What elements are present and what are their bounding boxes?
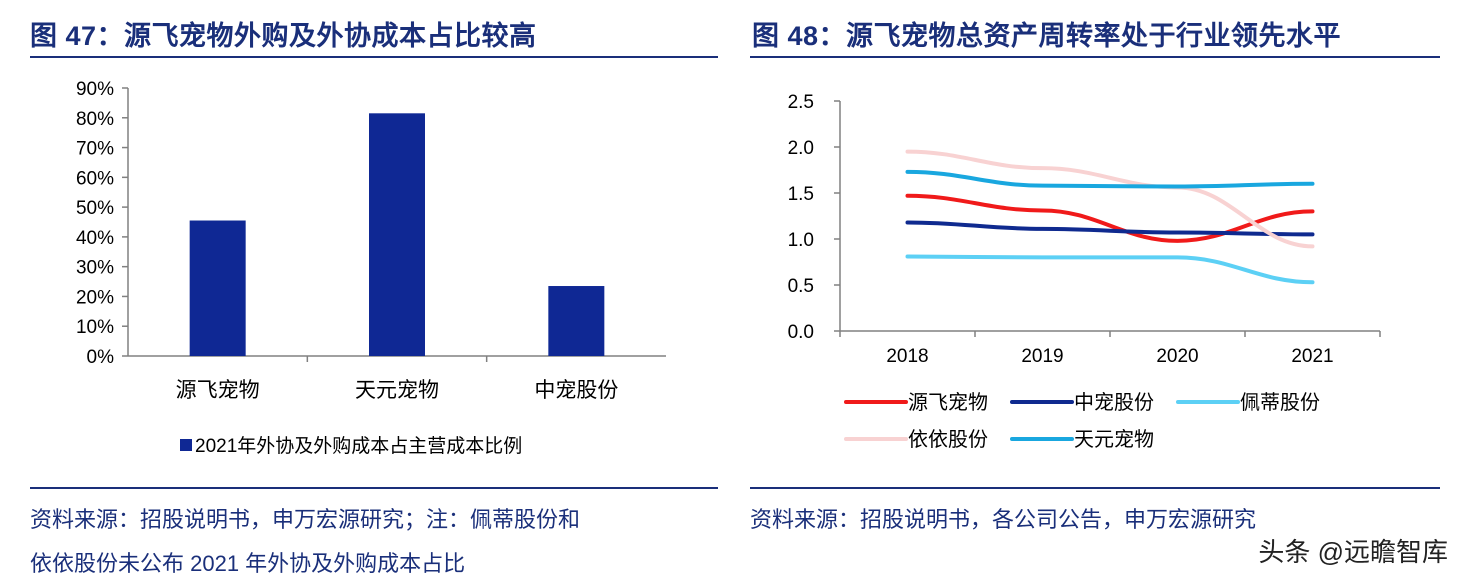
right-source-line1: 资料来源：招股说明书，各公司公告，申万宏源研究 [750,507,1257,532]
x-category-label: 天元宠物 [355,379,439,402]
y-tick-label: 70% [76,139,114,160]
left-bar-chart: 0% 10% 20% 30% 40% 50% 60% 70% 80% 90% 源飞宠物 天元宠物 中宠股… [76,79,666,457]
legend-label: 中宠股份 [1074,391,1154,414]
y-tick-label: 30% [76,258,114,279]
y-tick-label: 0.0 [788,322,814,343]
y-tick-label: 2.0 [788,138,814,159]
x-tick-label: 2018 [886,346,928,367]
legend-label: 天元宠物 [1074,428,1154,451]
left-title-rule [30,56,718,58]
y-tick-label: 80% [76,109,114,130]
x-tick-label: 2020 [1156,346,1198,367]
y-tick-label: 10% [76,317,114,338]
y-tick-label: 40% [76,228,114,249]
bar [369,113,425,356]
bar [189,220,246,356]
y-tick-label: 0% [87,347,115,368]
legend-label: 源飞宠物 [908,391,988,414]
y-tick-label: 60% [76,168,114,189]
right-chart-title: 图 48：源飞宠物总资产周转率处于行业领先水平 [752,21,1342,51]
y-tick-label: 1.5 [788,184,814,205]
y-tick-label: 90% [76,79,114,100]
left-source-line1: 资料来源：招股说明书，申万宏源研究；注：佩蒂股份和 [30,507,581,532]
legend-swatch [180,439,192,451]
series-line [905,193,1315,243]
x-category-label: 中宠股份 [534,379,618,402]
bar [548,286,605,356]
x-tick-label: 2021 [1291,346,1333,367]
x-category-label: 源飞宠物 [176,379,260,402]
left-chart-title: 图 47：源飞宠物外购及外协成本占比较高 [30,21,537,51]
right-line-chart: 0.0 0.5 1.0 1.5 2.0 2.5 2018 2019 2020 2021 源飞宠物 中宠… [788,92,1381,451]
y-tick-label: 0.5 [788,276,814,297]
right-title-rule [750,56,1440,58]
watermark: 头条 @远瞻智库 [1258,537,1448,567]
legend-label: 2021年外协及外购成本占主营成本比例 [195,435,522,457]
series-line [905,169,1315,189]
series-line [905,254,1315,285]
series-line [905,220,1315,237]
right-source-rule [750,487,1440,489]
y-tick-label: 1.0 [788,230,814,251]
y-tick-label: 20% [76,287,114,308]
series-line [905,149,1315,249]
y-tick-label: 50% [76,198,114,219]
left-source-line2: 依依股份未公布 2021 年外协及外购成本占比 [30,551,466,576]
left-source-rule [30,487,718,489]
y-tick-label: 2.5 [788,92,814,113]
legend-label: 佩蒂股份 [1240,391,1320,414]
x-tick-label: 2019 [1021,346,1063,367]
legend-label: 依依股份 [908,428,988,451]
